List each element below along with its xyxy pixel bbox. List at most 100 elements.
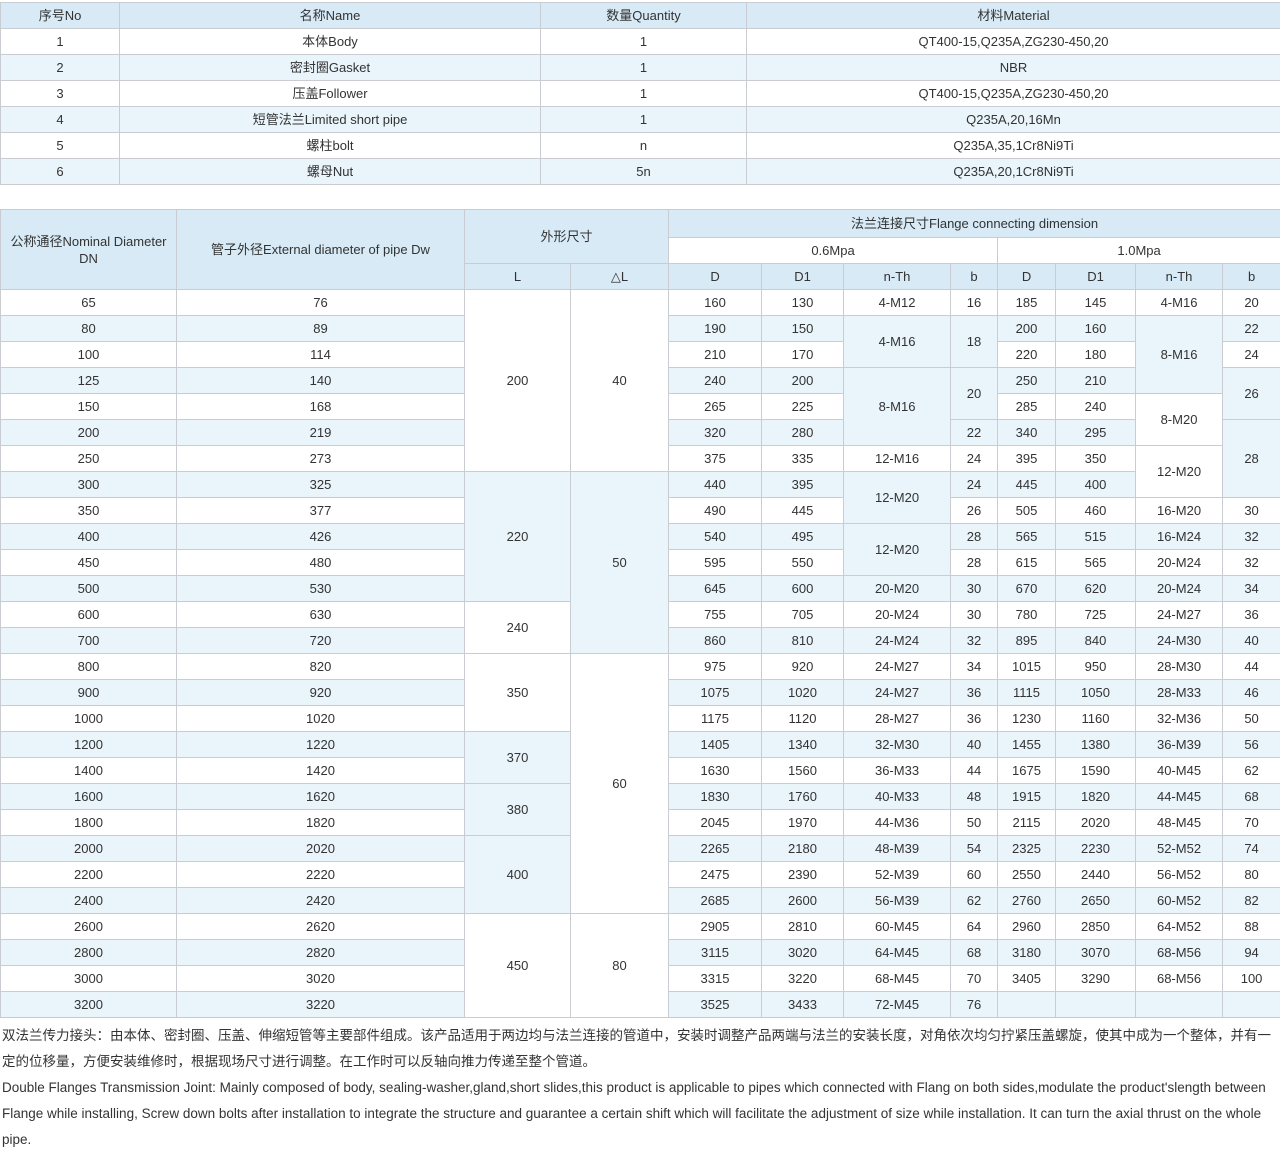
cell: 210	[1056, 368, 1136, 394]
cell: 12-M16	[844, 446, 951, 472]
cell: 645	[669, 576, 762, 602]
cell: 56	[1223, 732, 1280, 758]
cell: 24-M27	[844, 654, 951, 680]
cell: 1050	[1056, 680, 1136, 706]
cell: 530	[177, 576, 465, 602]
cell: 1015	[998, 654, 1056, 680]
cell: 1970	[762, 810, 844, 836]
cell: 2220	[177, 862, 465, 888]
cell: 60-M45	[844, 914, 951, 940]
cell: 3000	[1, 966, 177, 992]
cell: 150	[762, 316, 844, 342]
cell: 3	[1, 81, 120, 107]
cell: 64	[951, 914, 998, 940]
cell: 24-M24	[844, 628, 951, 654]
cell: 250	[1, 446, 177, 472]
cell: 400	[1056, 472, 1136, 498]
cell: 80	[1, 316, 177, 342]
cell: Q235A,20,16Mn	[747, 107, 1280, 133]
cell: 54	[951, 836, 998, 862]
cell: 1760	[762, 784, 844, 810]
cell: 2200	[1, 862, 177, 888]
cell: 62	[951, 888, 998, 914]
cell: 380	[465, 784, 571, 836]
cell: 700	[1, 628, 177, 654]
col-header-nTh-10: n-Th	[1136, 264, 1223, 290]
cell: 900	[1, 680, 177, 706]
cell: 3180	[998, 940, 1056, 966]
cell: 1120	[762, 706, 844, 732]
cell: 24-M27	[1136, 602, 1223, 628]
cell: 370	[465, 732, 571, 784]
cell: 280	[762, 420, 844, 446]
cell: 1630	[669, 758, 762, 784]
cell: 12-M20	[844, 472, 951, 524]
cell: 705	[762, 602, 844, 628]
cell: 44-M45	[1136, 784, 1223, 810]
cell: 150	[1, 394, 177, 420]
cell: 1400	[1, 758, 177, 784]
cell: 44	[1223, 654, 1280, 680]
cell: 810	[762, 628, 844, 654]
cell: 30	[951, 602, 998, 628]
cell: 46	[1223, 680, 1280, 706]
cell: 2020	[1056, 810, 1136, 836]
cell: 600	[1, 602, 177, 628]
cell: 8-M16	[844, 368, 951, 446]
cell: 1800	[1, 810, 177, 836]
cell: 3220	[762, 966, 844, 992]
cell: 2390	[762, 862, 844, 888]
cell: 565	[998, 524, 1056, 550]
col-header-flange-connecting: 法兰连接尺寸Flange connecting dimension	[669, 210, 1280, 238]
cell: 395	[998, 446, 1056, 472]
cell: 950	[1056, 654, 1136, 680]
cell: 595	[669, 550, 762, 576]
cell: 975	[669, 654, 762, 680]
cell: 600	[762, 576, 844, 602]
cell: 250	[998, 368, 1056, 394]
cell: 20-M24	[1136, 550, 1223, 576]
cell: 100	[1223, 966, 1280, 992]
cell: 64-M45	[844, 940, 951, 966]
cell: 80	[1223, 862, 1280, 888]
cell: 40	[571, 290, 669, 472]
cell: 1220	[177, 732, 465, 758]
cell: 3220	[177, 992, 465, 1018]
cell: 1915	[998, 784, 1056, 810]
cell: 860	[669, 628, 762, 654]
cell: 32	[1223, 550, 1280, 576]
cell: 565	[1056, 550, 1136, 576]
cell: 100	[1, 342, 177, 368]
cell: 88	[1223, 914, 1280, 940]
cell: 2000	[1, 836, 177, 862]
cell: 1115	[998, 680, 1056, 706]
cell: 300	[1, 472, 177, 498]
cell: 50	[1223, 706, 1280, 732]
cell: 820	[177, 654, 465, 680]
cell: 89	[177, 316, 465, 342]
cell: 450	[1, 550, 177, 576]
col-header-b-06: b	[951, 264, 998, 290]
cell: 3115	[669, 940, 762, 966]
cell: 670	[998, 576, 1056, 602]
cell: 3290	[1056, 966, 1136, 992]
cell: 1405	[669, 732, 762, 758]
cell: 5n	[541, 159, 747, 185]
cell: 24-M27	[844, 680, 951, 706]
col-header-external-diameter: 管子外径External diameter of pipe Dw	[177, 210, 465, 290]
col-header-D-06: D	[669, 264, 762, 290]
dim-header-row-1: 公称通径Nominal Diameter DN 管子外径External dia…	[1, 210, 1280, 238]
cell: 22	[1223, 316, 1280, 342]
cell: 70	[1223, 810, 1280, 836]
cell: 3405	[998, 966, 1056, 992]
cell: 2760	[998, 888, 1056, 914]
cell: 12-M20	[1136, 446, 1223, 498]
cell: 1600	[1, 784, 177, 810]
cell: 460	[1056, 498, 1136, 524]
cell: 20-M24	[844, 602, 951, 628]
